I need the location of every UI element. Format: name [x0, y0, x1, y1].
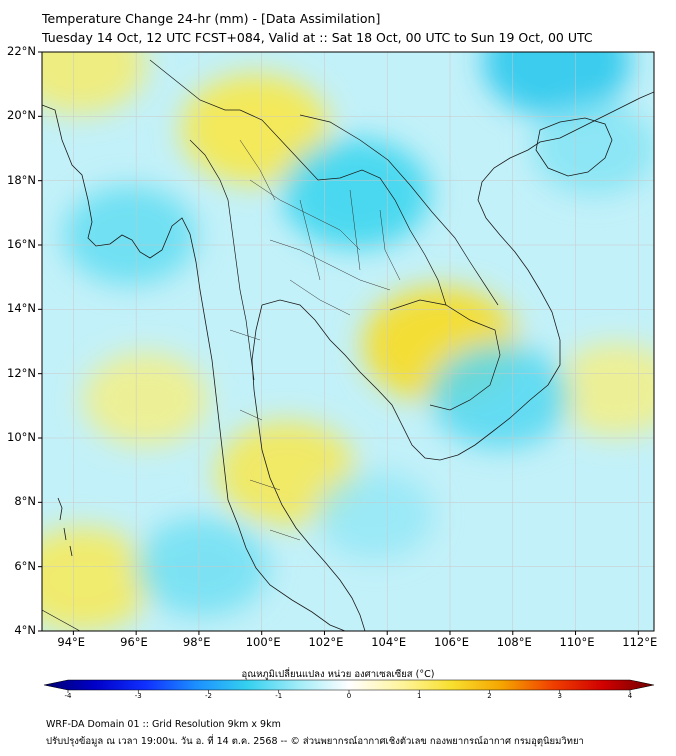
coastline-peninsula: [223, 464, 346, 631]
lon-label: 94°E: [57, 635, 86, 649]
colorbar-tick-label: 4: [627, 692, 633, 700]
field-patch-4: [42, 52, 147, 115]
temperature-change-field: [42, 52, 654, 631]
colorbar-tick-marks: [67, 690, 631, 693]
colorbar-title: อุณหภูมิเปลี่ยนแปลง หน่วย องศาเซลเซียส (…: [241, 669, 435, 680]
coastline-vietnam: [457, 91, 654, 456]
lat-label: 14°N: [7, 301, 36, 316]
lon-label: 98°E: [182, 635, 211, 649]
axis-ticks: [38, 51, 639, 635]
colorbar-tick-label: 2: [487, 692, 492, 700]
field-patch-8: [482, 52, 631, 117]
border-thailand-laos: [239, 109, 447, 306]
lat-label: 20°N: [7, 108, 36, 123]
lon-label: 110°E: [559, 635, 595, 649]
footer-model-info: WRF-DA Domain 01 :: Grid Resolution 9km …: [46, 719, 281, 730]
colorbar-tick-label: -3: [134, 692, 142, 700]
lon-label: 112°E: [622, 635, 658, 649]
field-patch-5: [82, 352, 209, 447]
footer-credit: ปรับปรุงข้อมูล ณ เวลา 19:00น. วัน อ. ที่…: [46, 736, 584, 747]
colorbar-tick-label: -2: [205, 692, 212, 700]
field-patch-10: [63, 185, 197, 285]
lat-label: 8°N: [14, 494, 36, 509]
border-laos-vietnam: [299, 114, 499, 306]
border-myanmar-north: [149, 59, 240, 111]
lon-label: 100°E: [245, 635, 281, 649]
map-title: Temperature Change 24-hr (mm) - [Data As…: [42, 11, 381, 26]
colorbar-tick-label: 1: [417, 692, 422, 700]
lat-label: 10°N: [7, 430, 36, 444]
colorbar-tick-label: 3: [557, 692, 562, 700]
lat-label: 16°N: [7, 237, 36, 251]
coastline-gulf-north: [261, 299, 459, 461]
lat-label: 18°N: [7, 172, 36, 187]
provincial-lines: [229, 139, 401, 541]
andaman-islands: [57, 497, 73, 557]
map-subtitle: Tuesday 14 Oct, 12 UTC FCST+084, Valid a…: [42, 30, 593, 45]
border-cambodia: [389, 299, 501, 411]
field-patch-6: [553, 342, 654, 437]
coastline-myanmar: [42, 104, 225, 466]
lon-label: 102°E: [308, 635, 344, 649]
coastlines-and-borders: [42, 59, 654, 631]
colorbar-tick-label: -1: [275, 692, 283, 700]
lat-label: 22°N: [7, 44, 36, 58]
lon-label: 104°E: [371, 635, 407, 649]
lon-label: 106°E: [434, 635, 469, 649]
field-patch-3: [42, 527, 154, 631]
lat-label: 4°N: [14, 623, 36, 637]
lon-label: 96°E: [120, 635, 148, 649]
map-frame: [41, 51, 655, 632]
field-patch-7: [281, 138, 431, 249]
field-patch-13: [315, 471, 434, 560]
field-patch-9: [429, 343, 571, 449]
graticule: [42, 52, 654, 631]
field-patch-12: [531, 101, 654, 196]
coastline-sumatra: [42, 609, 81, 631]
field-patch-0: [181, 74, 330, 185]
lat-label: 6°N: [14, 558, 36, 573]
colorbar-tick-label: -4: [64, 692, 72, 700]
lon-label: 108°E: [496, 635, 532, 649]
colorbar-tick-label: 0: [346, 692, 352, 700]
hainan-island: [535, 117, 613, 177]
border-thailand-myanmar: [189, 139, 255, 381]
lat-label: 12°N: [7, 365, 36, 380]
